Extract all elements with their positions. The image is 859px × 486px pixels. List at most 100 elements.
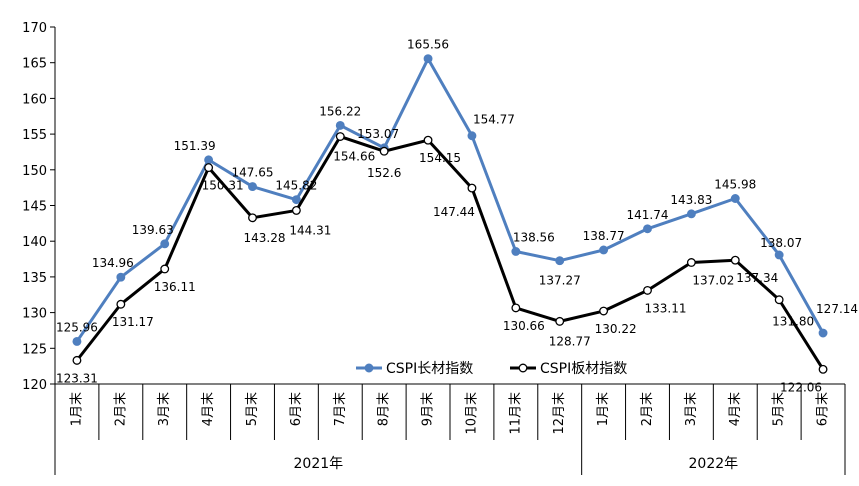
x-tick-label: 11月末: [508, 392, 523, 435]
y-tick-label: 140: [22, 235, 47, 250]
series-line-1: [75, 135, 825, 371]
x-tick-label: 2月末: [113, 392, 128, 426]
data-point: [116, 272, 126, 282]
data-label: 133.11: [645, 301, 687, 315]
data-label: 152.6: [367, 166, 401, 180]
y-tick-label: 150: [22, 164, 47, 179]
data-label: 128.77: [549, 334, 591, 348]
x-tick-label: 5月末: [245, 392, 260, 426]
x-tick-label: 4月末: [201, 392, 216, 426]
y-tick-label: 155: [22, 128, 47, 143]
data-label: 154.66: [333, 150, 375, 164]
data-point: [116, 299, 126, 309]
x-tick-label: 1月末: [69, 392, 84, 426]
data-label: 130.22: [595, 322, 637, 336]
data-point: [599, 245, 609, 255]
data-point: [335, 120, 345, 130]
data-label: 143.83: [670, 193, 712, 207]
data-point: [599, 306, 609, 316]
data-label: 153.07: [357, 127, 399, 141]
data-label: 141.74: [627, 208, 669, 222]
legend: CSPI长材指数 CSPI板材指数: [356, 361, 627, 377]
data-point: [291, 205, 301, 215]
data-label: 127.14: [816, 302, 858, 316]
x-tick-label: 6月末: [816, 392, 831, 426]
data-label: 122.06: [780, 380, 822, 394]
data-label: 147.65: [232, 166, 274, 180]
data-point: [248, 213, 257, 223]
data-label: 138.07: [760, 236, 802, 250]
data-point: [643, 224, 652, 234]
data-label: 150.31: [202, 179, 244, 193]
data-label: 143.28: [244, 231, 286, 245]
data-point: [72, 336, 82, 346]
series-line-0: [75, 57, 825, 343]
data-label: 131.80: [772, 315, 814, 329]
legend-marker: [364, 363, 374, 373]
data-label: 136.11: [154, 280, 196, 294]
data-point: [774, 295, 784, 305]
data-point: [555, 256, 565, 266]
data-point: [204, 163, 214, 173]
data-label: 147.44: [433, 205, 475, 219]
data-label: 138.77: [583, 229, 625, 243]
data-label: 131.17: [112, 315, 154, 329]
x-tick-label: 9月末: [421, 392, 436, 426]
x-tick-label: 2月末: [640, 392, 655, 426]
data-label: 154.15: [419, 151, 461, 165]
data-point: [730, 194, 740, 203]
data-point: [511, 303, 521, 313]
data-label: 138.56: [513, 230, 555, 244]
x-tick-label: 10月末: [464, 392, 479, 435]
x-tick-label: 3月末: [157, 392, 172, 426]
data-label: 137.34: [736, 271, 778, 285]
data-point: [160, 264, 170, 274]
data-point: [818, 364, 828, 374]
data-point: [160, 239, 170, 249]
data-label: 125.96: [56, 320, 98, 334]
data-label: 139.63: [132, 223, 174, 237]
y-tick-label: 130: [22, 307, 47, 322]
data-point: [730, 255, 740, 265]
y-tick-label: 120: [22, 378, 47, 393]
year-label: 2021年: [294, 456, 344, 472]
data-point: [335, 132, 345, 141]
data-label: 151.39: [174, 139, 216, 153]
legend-label: CSPI板材指数: [540, 361, 627, 377]
y-tick-label: 160: [22, 92, 47, 107]
x-tick-label: 5月末: [772, 392, 787, 426]
data-point: [467, 183, 477, 193]
y-tick-label: 135: [22, 271, 47, 286]
data-point: [643, 285, 652, 295]
data-label: 145.98: [714, 178, 756, 192]
data-label: 134.96: [92, 256, 134, 270]
data-label: 144.31: [289, 223, 331, 237]
data-label: 130.66: [503, 319, 545, 333]
data-label: 137.02: [692, 273, 734, 287]
x-tick-label: 8月末: [377, 392, 392, 426]
y-tick-label: 170: [22, 21, 47, 36]
y-tick-label: 165: [22, 57, 47, 72]
data-label: 123.31: [56, 371, 98, 385]
data-point: [72, 355, 82, 365]
data-point: [379, 146, 389, 156]
x-tick-label: 1月末: [596, 392, 611, 426]
data-label: 156.22: [319, 104, 361, 118]
axes: 120 125 130 135 140 145 150 155 160 165 170 1月末 2月末 3…: [22, 21, 846, 475]
x-tick-label: 7月末: [333, 392, 348, 426]
data-point: [555, 316, 565, 326]
data-point: [818, 328, 828, 338]
x-tick-label: 4月末: [728, 392, 743, 426]
year-label: 2022年: [689, 456, 739, 472]
data-point: [511, 247, 521, 256]
x-tick-label: 6月末: [289, 392, 304, 426]
data-point: [686, 258, 696, 267]
y-tick-label: 125: [22, 342, 47, 357]
data-point: [467, 131, 477, 141]
data-point: [686, 209, 696, 219]
data-label: 165.56: [407, 38, 449, 52]
data-point: [774, 250, 784, 260]
series-layer: [72, 54, 828, 374]
data-point: [423, 135, 433, 145]
